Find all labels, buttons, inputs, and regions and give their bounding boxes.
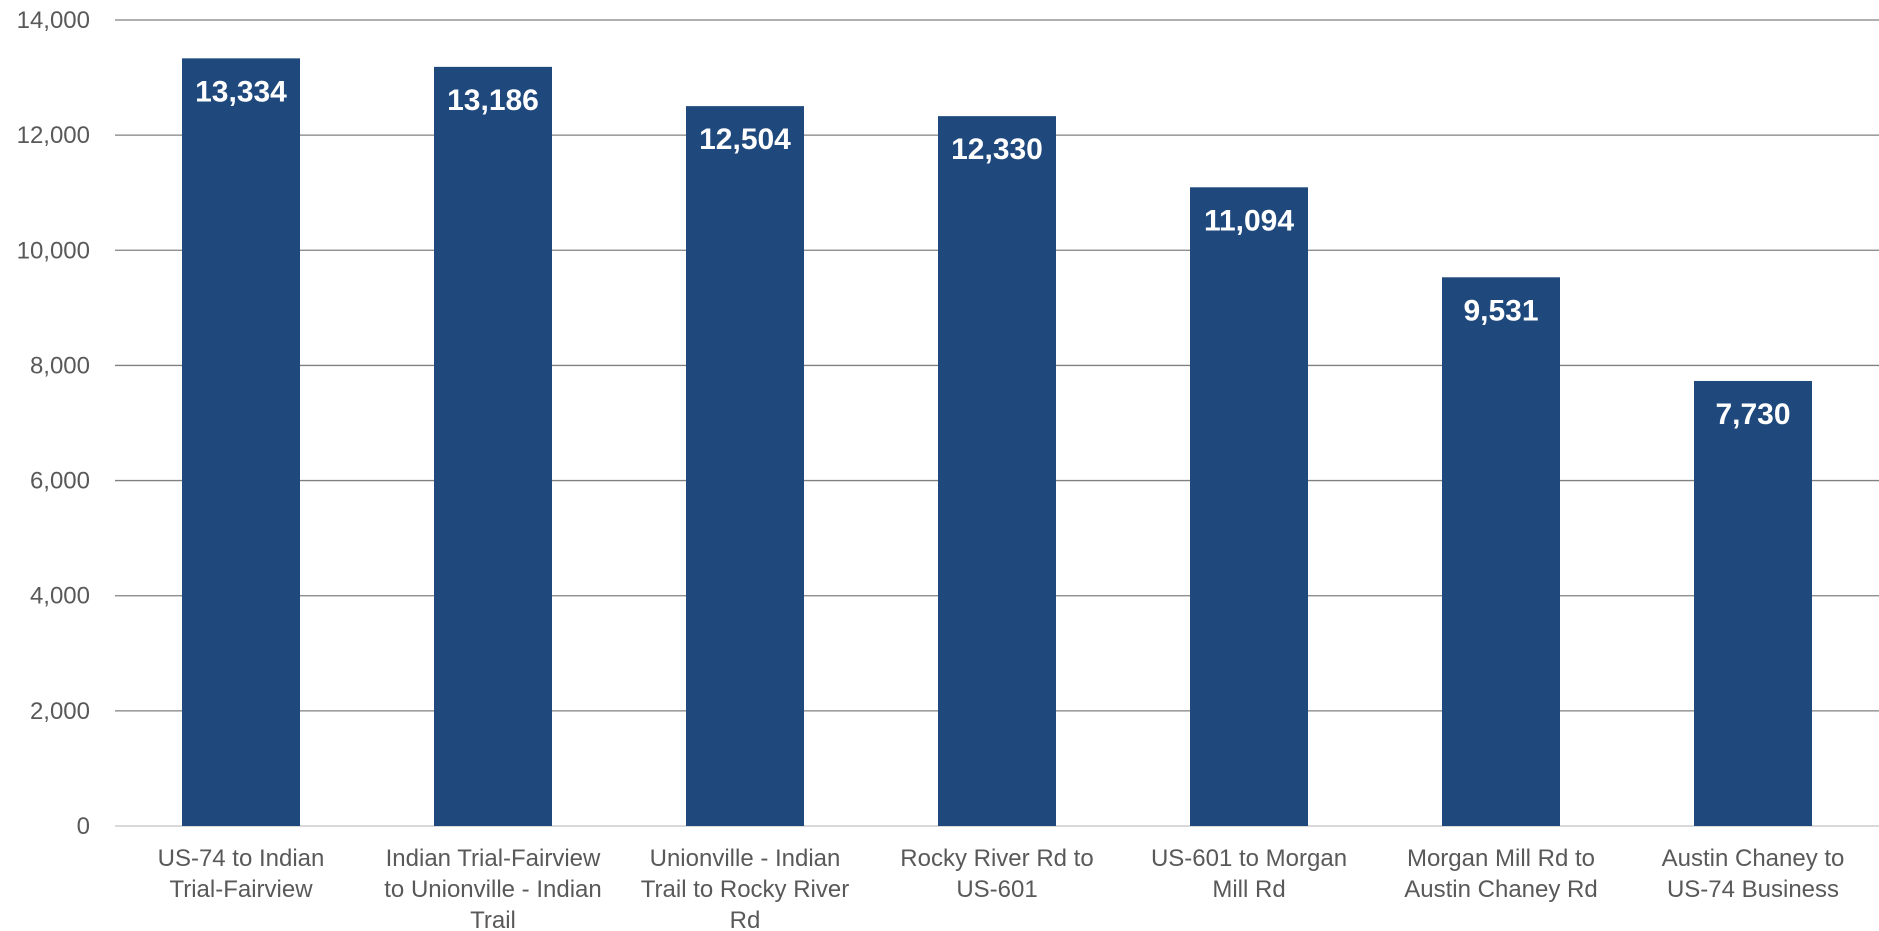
data-label: 12,504 [699, 123, 791, 156]
data-labels: 13,334 13,186 12,504 12,330 11,094 9,531 7,730 [195, 75, 1790, 431]
category-label: US-601 to Morgan Mill Rd [1151, 845, 1347, 903]
bar [686, 106, 804, 827]
y-tick-label: 2,000 [30, 698, 90, 725]
y-tick-label: 14,000 [17, 7, 90, 34]
y-tick-label: 8,000 [30, 352, 90, 379]
category-label: Morgan Mill Rd to Austin Chaney Rd [1404, 845, 1597, 903]
category-label: Indian Trial-Fairview to Unionville - Ind… [384, 845, 601, 931]
y-tick-label: 10,000 [17, 237, 90, 264]
data-label: 9,531 [1463, 294, 1538, 327]
bars [182, 58, 1812, 827]
bar [182, 58, 300, 826]
category-label: Rocky River Rd to US-601 [900, 845, 1093, 903]
category-label: Unionville - Indian Trail to Rocky River R… [641, 845, 849, 931]
category-label: Austin Chaney to US-74 Business [1662, 845, 1845, 903]
data-label: 12,330 [951, 133, 1043, 166]
y-tick-label: 12,000 [17, 122, 90, 149]
bar [434, 66, 552, 826]
y-tick-label: 0 [77, 813, 90, 840]
data-label: 13,334 [195, 75, 287, 108]
y-axis-tick-labels: 0 2,000 4,000 6,000 8,000 10,000 12,000 14,000 [17, 7, 90, 840]
y-tick-label: 6,000 [30, 468, 90, 495]
data-label: 13,186 [447, 84, 539, 117]
x-axis-category-labels: US-74 to Indian Trial-Fairview Indian Tria… [158, 845, 1845, 931]
data-label: 7,730 [1715, 398, 1790, 431]
bar [938, 116, 1056, 826]
data-label: 11,094 [1204, 204, 1294, 237]
y-tick-label: 4,000 [30, 583, 90, 610]
bar [1694, 380, 1812, 826]
bar [1190, 187, 1308, 827]
category-label: US-74 to Indian Trial-Fairview [158, 845, 325, 903]
bar [1442, 277, 1560, 826]
